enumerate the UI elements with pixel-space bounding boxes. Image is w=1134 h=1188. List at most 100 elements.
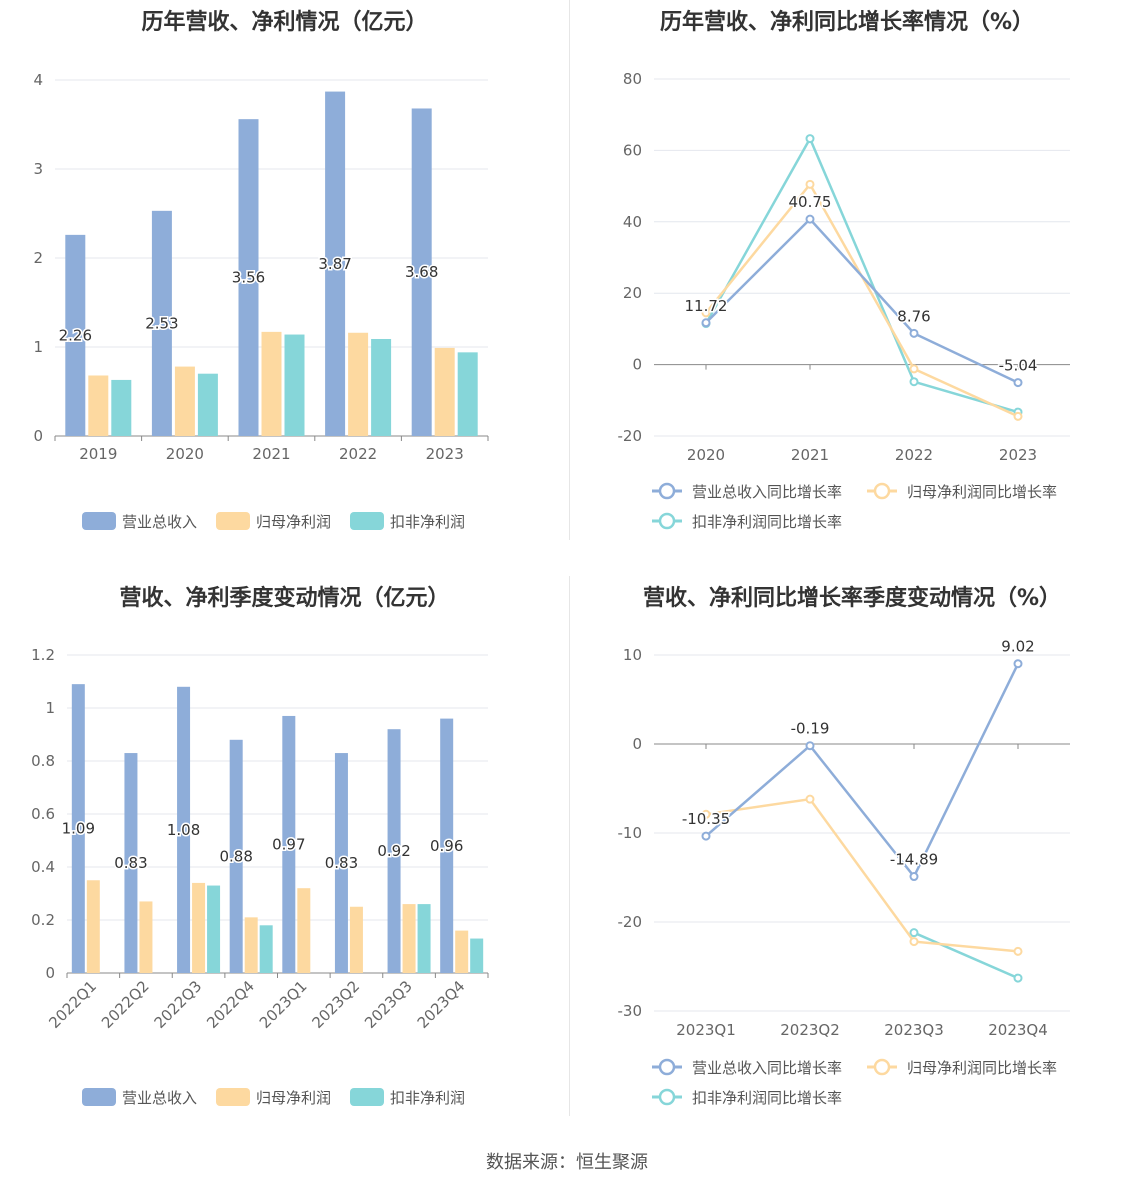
- x-tick-label: 2023Q3: [361, 977, 416, 1032]
- quarterly-growth-panel: 营收、净利同比增长率季度变动情况（%） -30 -20 -10 0 10 2023Q1 20…: [570, 576, 1134, 1136]
- data-label: 0.83: [325, 854, 358, 872]
- data-label: 3.68: [405, 263, 438, 281]
- y-tick-label: -20: [618, 427, 643, 445]
- bar-net-profit: [348, 332, 369, 436]
- y-tick-label: 3: [33, 160, 43, 178]
- x-tick-label: 2022Q3: [151, 977, 206, 1032]
- bar-deducted-profit: [207, 885, 221, 973]
- chart-title: 营收、净利季度变动情况（亿元）: [119, 586, 450, 611]
- y-tick-label: 40: [623, 213, 642, 231]
- annual-bar-chart: 0 1 2 3 4 2019 2020 2021 2022 2023 2.26 2.53 3.56 3.8…: [33, 71, 489, 531]
- legend-swatch: [873, 482, 891, 500]
- data-label: 11.72: [685, 297, 728, 315]
- legend-label: 扣非净利润: [390, 513, 465, 531]
- x-tick-label: 2022Q1: [45, 977, 100, 1032]
- y-tick-label: 0.2: [31, 911, 55, 929]
- annual-line-chart: -20 0 20 40 60 80 2020 2021 2022 2023 11.72 40.75 8.…: [618, 70, 1070, 531]
- bar-net-profit: [174, 366, 195, 436]
- y-tick-label: -10: [618, 824, 643, 842]
- x-tick-label: 2022: [339, 445, 377, 463]
- legend-label: 扣非净利润同比增长率: [692, 513, 842, 531]
- y-tick-label: -30: [618, 1002, 643, 1020]
- data-point: [909, 377, 919, 387]
- data-point: [909, 872, 919, 882]
- quarterly-line-chart: -30 -20 -10 0 10 2023Q1 2023Q2 2023Q3 2023Q4 -10.…: [618, 636, 1070, 1107]
- bar-net-profit: [455, 930, 469, 973]
- bar-net-profit: [192, 882, 206, 973]
- y-tick-label: 0.6: [31, 805, 55, 823]
- data-source: 数据来源：恒生聚源: [486, 1152, 648, 1173]
- data-label: -10.35: [682, 810, 730, 828]
- y-tick-label: 0: [632, 356, 642, 374]
- y-tick-label: 0.8: [31, 752, 55, 770]
- data-point: [805, 741, 815, 751]
- legend-swatch: [216, 512, 250, 530]
- bar-revenue: [325, 91, 346, 436]
- bar-revenue: [71, 684, 85, 973]
- bar-revenue: [334, 753, 348, 973]
- series-line: [705, 663, 1020, 879]
- data-label: -0.19: [791, 720, 830, 738]
- data-point: [701, 318, 711, 328]
- bar-net-profit: [297, 888, 311, 973]
- bar-revenue: [151, 210, 172, 436]
- data-label: 9.02: [1001, 638, 1034, 656]
- x-tick-label: 2023: [426, 445, 464, 463]
- data-label: 0.96: [430, 837, 463, 855]
- x-tick-label: 2023Q1: [256, 977, 311, 1032]
- bar-net-profit: [86, 880, 100, 973]
- divider: [569, 0, 570, 540]
- data-label: 0.92: [377, 842, 410, 860]
- data-point: [909, 364, 919, 374]
- x-tick-label: 2023Q4: [414, 977, 469, 1032]
- bar-deducted-profit: [457, 352, 478, 436]
- x-tick-label: 2022Q4: [203, 977, 258, 1032]
- data-label: -5.04: [999, 357, 1038, 375]
- series-line: [705, 797, 1019, 953]
- bar-net-profit: [349, 906, 363, 973]
- bar-deducted-profit: [284, 334, 305, 436]
- bar-revenue: [440, 718, 454, 973]
- bar-revenue: [387, 729, 401, 973]
- y-tick-label: 80: [623, 70, 642, 88]
- bar-net-profit: [244, 917, 258, 973]
- legend-swatch: [658, 482, 676, 500]
- legend-label: 归母净利润同比增长率: [907, 483, 1057, 501]
- legend-label: 营业总收入同比增长率: [692, 1059, 842, 1077]
- bar-revenue: [124, 753, 138, 973]
- data-label: 0.83: [114, 854, 147, 872]
- y-tick-label: 20: [623, 284, 642, 302]
- x-tick-label: 2022: [895, 446, 933, 464]
- legend-label: 扣非净利润同比增长率: [692, 1089, 842, 1107]
- data-point: [701, 831, 711, 841]
- legend-swatch: [216, 1088, 250, 1106]
- x-tick-label: 2021: [252, 445, 290, 463]
- legend-label: 扣非净利润: [390, 1089, 465, 1107]
- bar-net-profit: [88, 375, 109, 436]
- x-tick-label: 2020: [687, 446, 725, 464]
- data-point: [1013, 659, 1023, 669]
- data-point: [909, 928, 919, 938]
- legend-label: 归母净利润同比增长率: [907, 1059, 1057, 1077]
- legend-swatch: [658, 1088, 676, 1106]
- y-tick-label: 0.4: [31, 858, 55, 876]
- data-point: [1013, 378, 1023, 388]
- y-tick-label: 1.2: [31, 646, 55, 664]
- bar-revenue: [411, 108, 432, 436]
- x-tick-label: 2023Q4: [988, 1021, 1048, 1039]
- bar-net-profit: [434, 347, 455, 436]
- legend-label: 归母净利润: [256, 513, 331, 531]
- legend-label: 归母净利润: [256, 1089, 331, 1107]
- series-line: [705, 217, 1019, 384]
- legend-swatch: [873, 1058, 891, 1076]
- y-tick-label: 2: [33, 249, 43, 267]
- legend-swatch: [350, 1088, 384, 1106]
- data-point: [701, 308, 711, 318]
- data-label: 1.08: [167, 821, 200, 839]
- x-tick-label: 2023Q3: [884, 1021, 944, 1039]
- legend-label: 营业总收入: [122, 513, 197, 531]
- data-point: [805, 134, 815, 144]
- annual-revenue-profit-panel: 历年营收、净利情况（亿元） 0 1 2 3 4 2019 2020 2021 2022 2023 2…: [0, 0, 569, 560]
- bar-deducted-profit: [259, 925, 273, 973]
- y-tick-label: 0: [45, 964, 55, 982]
